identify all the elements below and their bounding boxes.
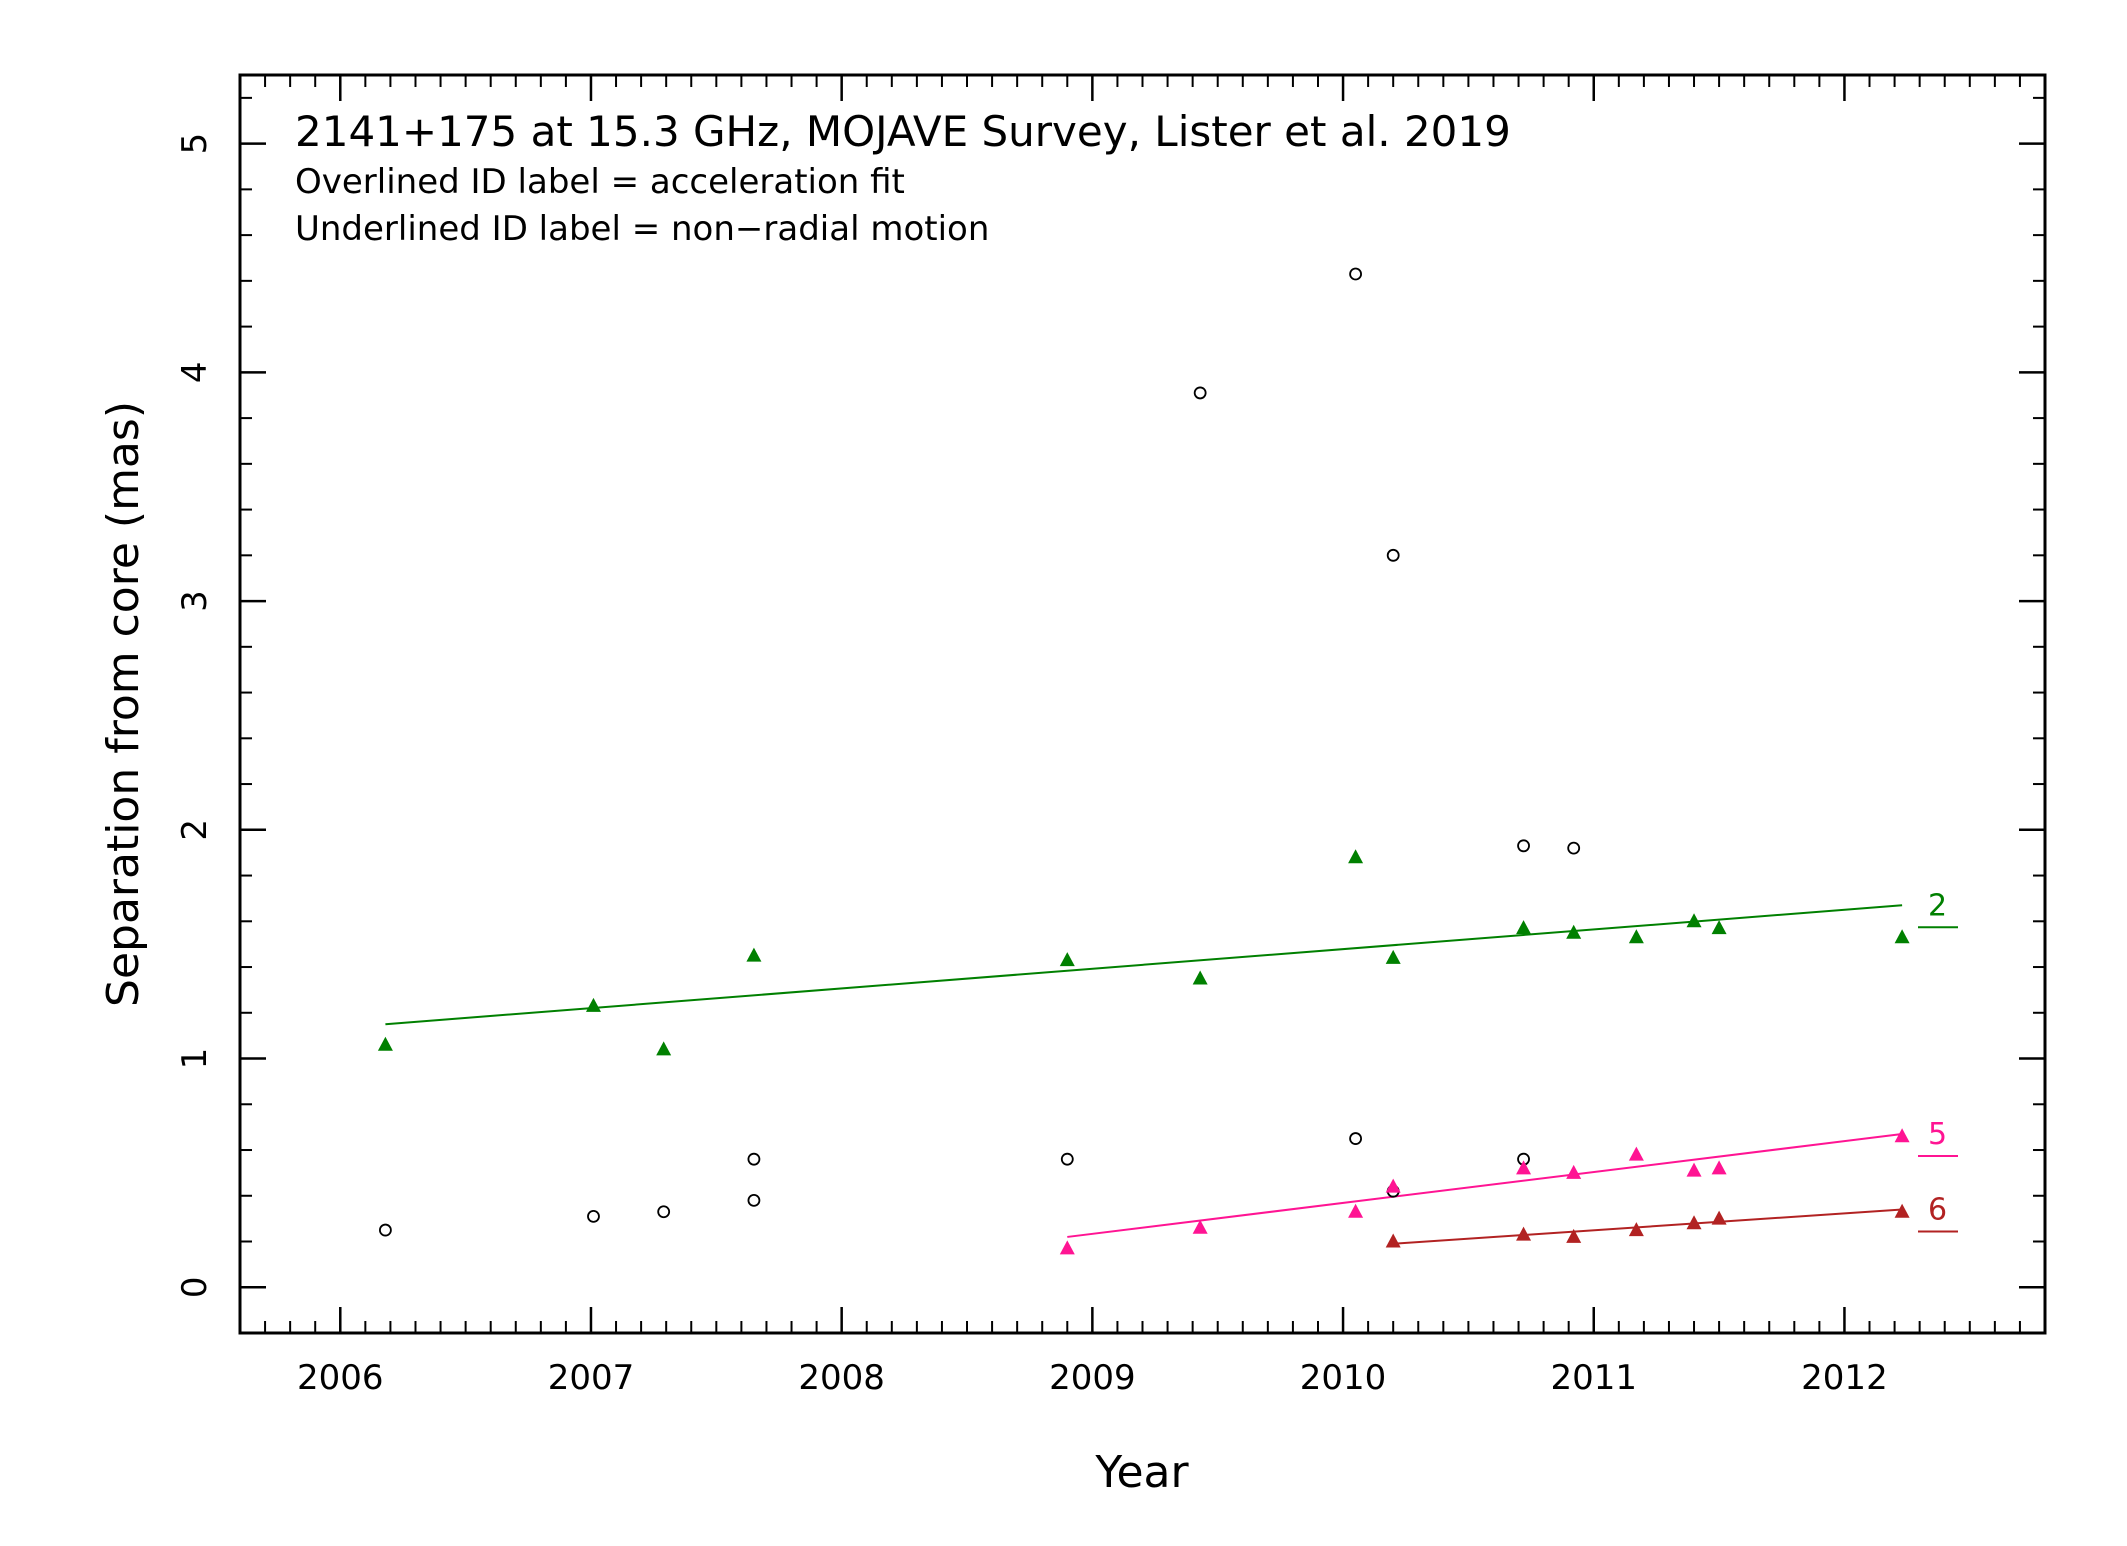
legend-note-underline: Underlined ID label = non−radial motion bbox=[295, 209, 989, 249]
point-component-5 bbox=[1628, 1146, 1644, 1161]
point-component-2 bbox=[1348, 849, 1364, 864]
chart-title: 2141+175 at 15.3 GHz, MOJAVE Survey, Lis… bbox=[295, 107, 1511, 156]
data-points bbox=[377, 267, 1910, 1255]
point-component-6 bbox=[1894, 1203, 1910, 1218]
x-axis-label: Year bbox=[1094, 1447, 1189, 1498]
x-tick-label: 2008 bbox=[798, 1358, 885, 1398]
unassigned-point bbox=[1386, 548, 1400, 562]
point-component-2 bbox=[1566, 924, 1582, 939]
point-component-2 bbox=[1059, 952, 1075, 967]
point-component-2 bbox=[585, 997, 601, 1012]
x-tick-label: 2011 bbox=[1550, 1358, 1637, 1398]
x-tick-label: 2006 bbox=[297, 1358, 384, 1398]
point-component-5 bbox=[1516, 1160, 1532, 1175]
x-tick-label: 2010 bbox=[1300, 1358, 1387, 1398]
unassigned-point bbox=[657, 1205, 671, 1219]
y-tick-label: 3 bbox=[175, 590, 215, 612]
y-axis-label: Separation from core (mas) bbox=[98, 401, 149, 1007]
x-tick-label: 2009 bbox=[1049, 1358, 1136, 1398]
point-component-6 bbox=[1566, 1228, 1582, 1243]
component-label-6: 6 bbox=[1928, 1192, 1947, 1227]
y-tick-label: 1 bbox=[175, 1048, 215, 1070]
unassigned-point bbox=[587, 1209, 600, 1223]
y-tick-label: 5 bbox=[175, 133, 215, 155]
fit-line-6 bbox=[1393, 1208, 1903, 1245]
point-component-5 bbox=[1566, 1164, 1582, 1179]
point-component-2 bbox=[1894, 929, 1910, 944]
point-component-6 bbox=[1628, 1222, 1644, 1237]
fit-line-2 bbox=[385, 904, 1903, 1026]
y-tick-label: 2 bbox=[175, 819, 215, 841]
y-tick-label: 4 bbox=[175, 362, 215, 384]
unassigned-point bbox=[1349, 267, 1362, 281]
point-component-6 bbox=[1516, 1226, 1532, 1241]
unassigned-point bbox=[747, 1152, 761, 1166]
point-component-5 bbox=[1385, 1178, 1401, 1193]
axis-ticks bbox=[239, 75, 2046, 1334]
y-tick-label: 0 bbox=[175, 1276, 215, 1298]
point-component-6 bbox=[1711, 1210, 1727, 1225]
point-component-5 bbox=[1711, 1160, 1727, 1175]
point-component-2 bbox=[656, 1041, 672, 1056]
unassigned-point bbox=[379, 1223, 392, 1237]
point-component-5 bbox=[1686, 1162, 1702, 1177]
legend-note-overline: Overlined ID label = acceleration fit bbox=[295, 162, 905, 202]
point-component-2 bbox=[1516, 920, 1532, 935]
component-label-2: 2 bbox=[1928, 888, 1947, 923]
component-label-5: 5 bbox=[1928, 1117, 1947, 1152]
point-component-2 bbox=[1192, 970, 1208, 985]
plot-frame bbox=[238, 73, 2047, 1335]
unassigned-point bbox=[747, 1193, 761, 1207]
point-component-5 bbox=[1192, 1219, 1208, 1234]
fit-line-5 bbox=[1067, 1133, 1903, 1238]
point-component-6 bbox=[1385, 1233, 1401, 1248]
point-component-5 bbox=[1059, 1240, 1075, 1255]
point-component-2 bbox=[1711, 920, 1727, 935]
point-component-2 bbox=[1628, 929, 1644, 944]
point-component-2 bbox=[377, 1036, 393, 1051]
point-component-5 bbox=[1894, 1128, 1910, 1143]
point-component-2 bbox=[746, 947, 762, 962]
point-component-2 bbox=[1686, 913, 1702, 928]
x-tick-label: 2007 bbox=[548, 1358, 635, 1398]
point-component-6 bbox=[1686, 1215, 1702, 1230]
point-component-2 bbox=[1385, 949, 1401, 964]
point-component-5 bbox=[1348, 1203, 1364, 1218]
fit-lines bbox=[385, 904, 1903, 1245]
unassigned-point bbox=[1567, 841, 1581, 855]
unassigned-point bbox=[1517, 839, 1530, 853]
unassigned-point bbox=[1060, 1152, 1074, 1166]
x-tick-label: 2012 bbox=[1801, 1358, 1888, 1398]
unassigned-point bbox=[1349, 1132, 1362, 1145]
component-id-labels: 2 5 6 bbox=[1918, 888, 1958, 1233]
unassigned-point bbox=[1193, 386, 1207, 400]
